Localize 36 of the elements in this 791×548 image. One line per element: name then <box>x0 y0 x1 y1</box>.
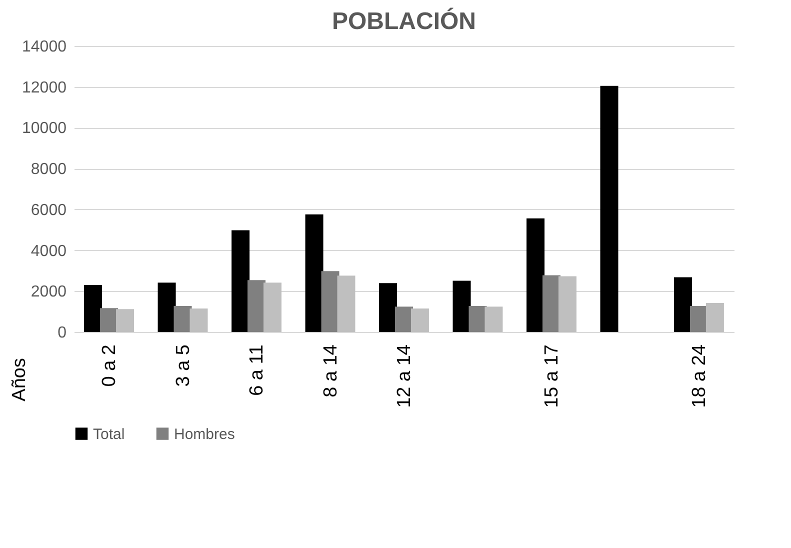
x-tick-label: 15 a 17 <box>541 344 562 408</box>
bar <box>706 302 724 332</box>
x-tick-label: 3 a 5 <box>172 344 194 387</box>
bar <box>379 283 398 332</box>
bar <box>190 308 208 332</box>
y-tick-label: 0 <box>58 324 67 342</box>
x-tick-label: 8 a 14 <box>320 344 342 398</box>
legend-label: Hombres <box>174 426 235 443</box>
legend-label: Total <box>93 426 125 443</box>
y-tick-label: 6000 <box>30 202 67 219</box>
bar <box>337 276 356 332</box>
bar <box>484 306 503 332</box>
text: Años <box>9 358 30 402</box>
bar <box>158 282 176 332</box>
y-tick-label: 2000 <box>30 284 67 301</box>
bar <box>263 282 282 332</box>
bar <box>600 86 618 332</box>
bar <box>305 214 324 332</box>
bar <box>452 280 471 332</box>
bar <box>84 285 102 332</box>
x-tick-label: 6 a 11 <box>246 344 268 396</box>
y-tick-label: 4000 <box>30 242 67 260</box>
y-tick-label: 14000 <box>22 38 67 56</box>
x-tick-label: 0 a 2 <box>99 344 120 387</box>
bar <box>526 218 545 332</box>
bar <box>232 230 250 332</box>
chart-title: POBLACIÓN <box>332 7 476 35</box>
x-tick-label: 18 a 24 <box>688 344 710 408</box>
y-tick-label: 10000 <box>22 120 67 138</box>
bar <box>116 309 134 332</box>
bar <box>558 276 576 332</box>
x-tick-label: 12 a 14 <box>394 344 415 408</box>
bar <box>410 308 429 332</box>
y-tick-label: 8000 <box>30 161 67 178</box>
y-tick-label: 12000 <box>22 79 67 96</box>
bar <box>674 277 692 332</box>
